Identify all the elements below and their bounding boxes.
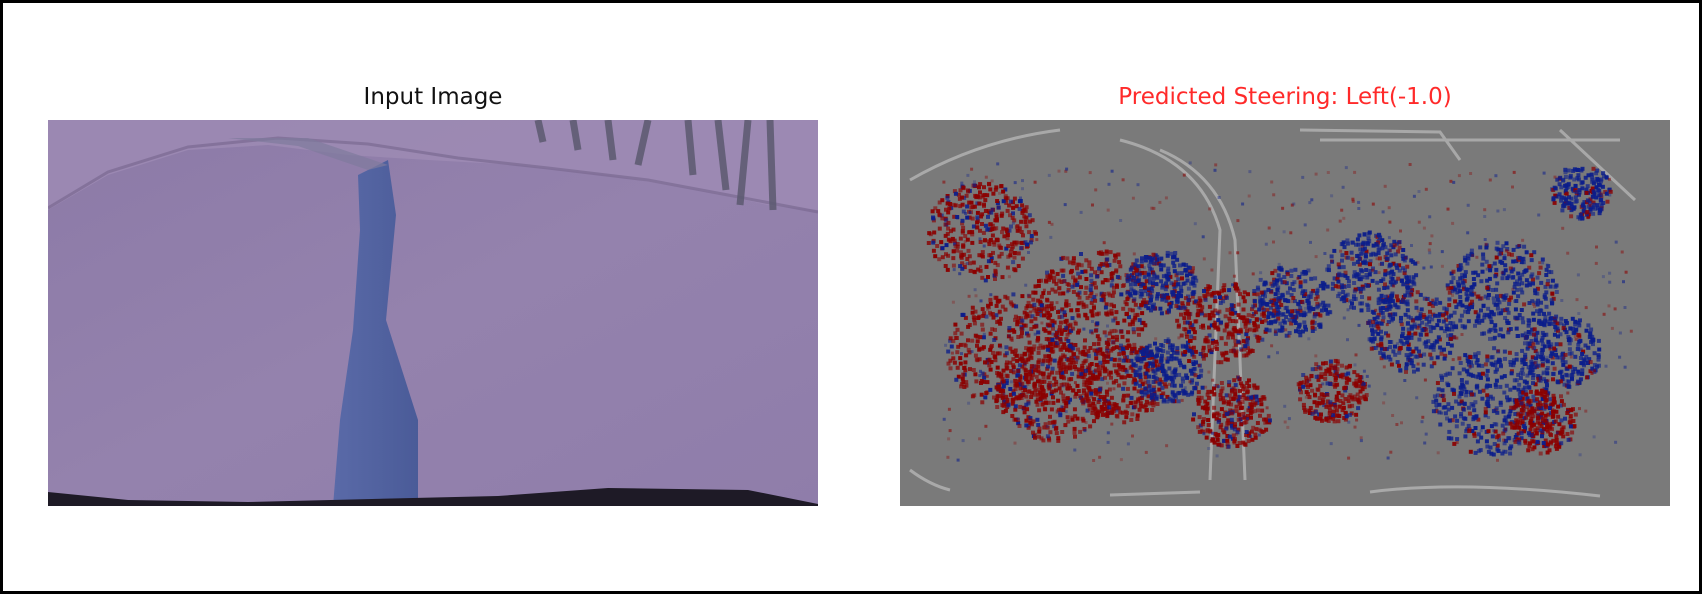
tape-curve bbox=[228, 138, 388, 170]
saliency-map-image bbox=[900, 120, 1670, 506]
chair-legs bbox=[534, 120, 777, 211]
predicted-steering-title: Predicted Steering: Left(-1.0) bbox=[1118, 84, 1452, 110]
bumper-shadow bbox=[48, 488, 818, 506]
tape-line bbox=[333, 160, 418, 506]
saliency-map-svg bbox=[900, 120, 1670, 506]
floor-edge-line bbox=[48, 136, 818, 214]
edge-traces bbox=[909, 128, 1637, 498]
input-image-title: Input Image bbox=[363, 84, 503, 110]
input-image-svg bbox=[48, 120, 818, 506]
input-image bbox=[48, 120, 818, 506]
saliency-dots bbox=[926, 161, 1633, 462]
